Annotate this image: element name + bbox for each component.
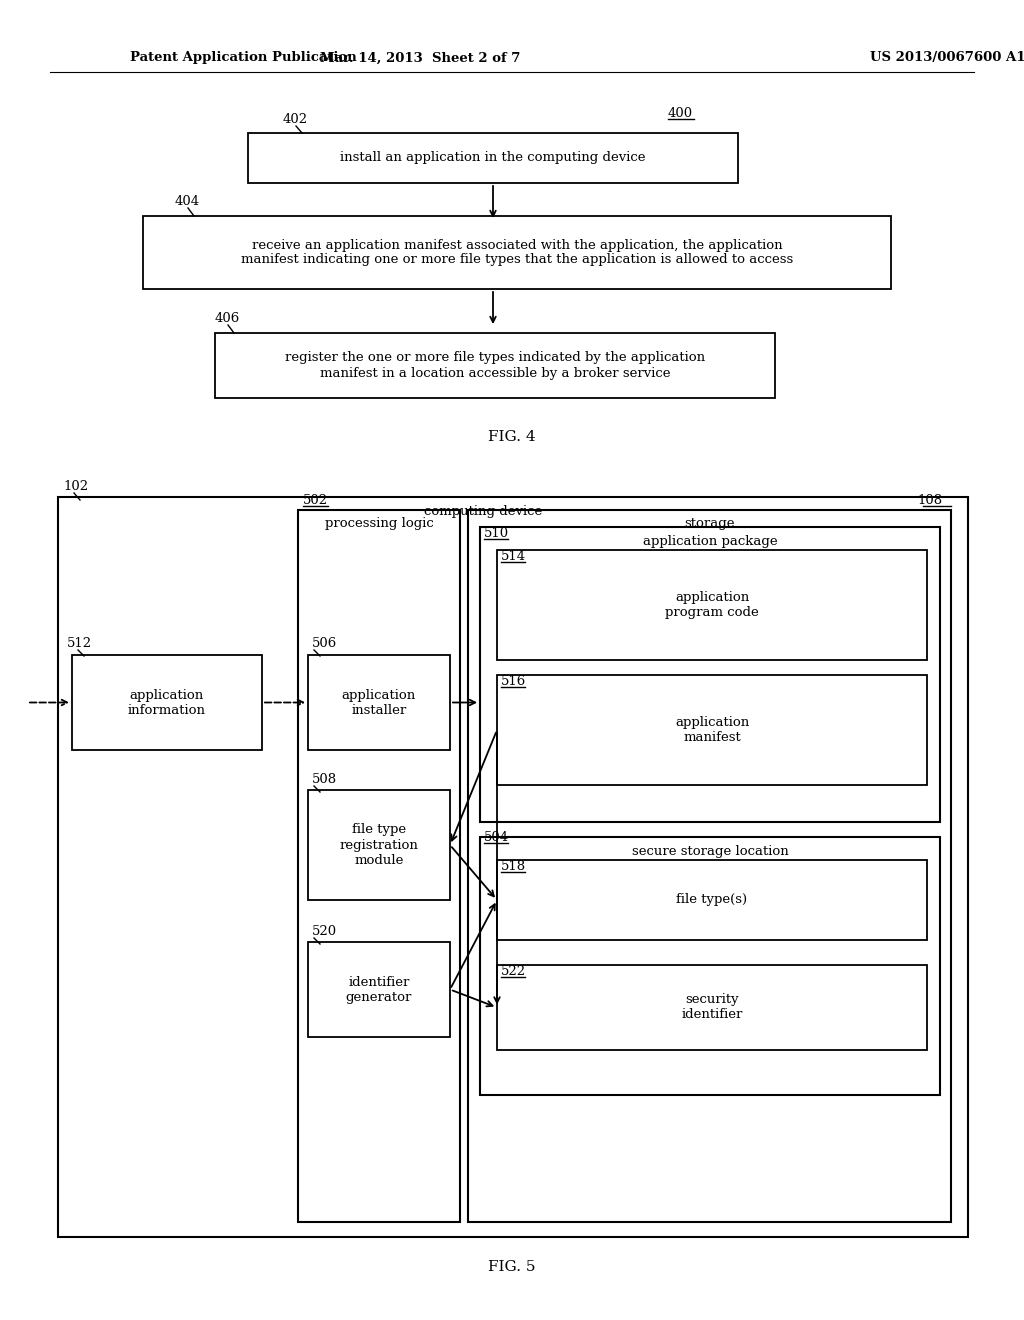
Text: 508: 508: [312, 774, 337, 785]
Bar: [215, 333, 775, 399]
Bar: [497, 675, 927, 785]
Bar: [497, 550, 927, 660]
Bar: [468, 510, 951, 1222]
Text: 400: 400: [668, 107, 693, 120]
Text: file type(s): file type(s): [677, 894, 748, 907]
Text: 510: 510: [484, 527, 509, 540]
Text: 514: 514: [501, 550, 526, 564]
Text: application
program code: application program code: [666, 591, 759, 619]
Text: application
installer: application installer: [342, 689, 416, 717]
Bar: [497, 861, 927, 940]
Text: application package: application package: [643, 535, 777, 548]
Bar: [298, 510, 460, 1222]
Text: file type
registration
module: file type registration module: [340, 824, 419, 866]
Text: register the one or more file types indicated by the application
manifest in a l: register the one or more file types indi…: [285, 351, 706, 380]
Bar: [497, 965, 927, 1049]
Bar: [248, 133, 738, 183]
Text: 518: 518: [501, 861, 526, 873]
Text: secure storage location: secure storage location: [632, 845, 788, 858]
Text: FIG. 5: FIG. 5: [488, 1261, 536, 1274]
Bar: [308, 655, 450, 750]
Bar: [72, 655, 262, 750]
Text: Patent Application Publication: Patent Application Publication: [130, 51, 356, 65]
Text: 516: 516: [501, 675, 526, 688]
Text: computing device: computing device: [424, 504, 542, 517]
Text: receive an application manifest associated with the application, the application: receive an application manifest associat…: [241, 239, 794, 267]
Bar: [480, 837, 940, 1096]
Text: US 2013/0067600 A1: US 2013/0067600 A1: [870, 51, 1024, 65]
Text: security
identifier: security identifier: [681, 994, 742, 1022]
Text: install an application in the computing device: install an application in the computing …: [340, 152, 646, 165]
Bar: [480, 527, 940, 822]
Text: processing logic: processing logic: [325, 517, 433, 531]
Text: 402: 402: [283, 114, 308, 125]
Bar: [58, 498, 968, 1237]
Text: application
information: application information: [128, 689, 206, 717]
Bar: [143, 216, 891, 289]
Text: storage: storage: [684, 517, 735, 531]
Text: 406: 406: [215, 312, 241, 325]
Text: 502: 502: [303, 494, 328, 507]
Text: application
manifest: application manifest: [675, 715, 750, 744]
Text: identifier
generator: identifier generator: [346, 975, 413, 1003]
Text: 512: 512: [67, 638, 92, 649]
Text: 504: 504: [484, 832, 509, 843]
Text: 102: 102: [63, 480, 88, 492]
Text: 520: 520: [312, 925, 337, 939]
Text: 108: 108: [918, 494, 943, 507]
Text: 522: 522: [501, 965, 526, 978]
Text: Mar. 14, 2013  Sheet 2 of 7: Mar. 14, 2013 Sheet 2 of 7: [319, 51, 520, 65]
Text: 506: 506: [312, 638, 337, 649]
Bar: [308, 942, 450, 1038]
Text: FIG. 4: FIG. 4: [488, 430, 536, 444]
Bar: [308, 789, 450, 900]
Text: 404: 404: [175, 195, 200, 209]
